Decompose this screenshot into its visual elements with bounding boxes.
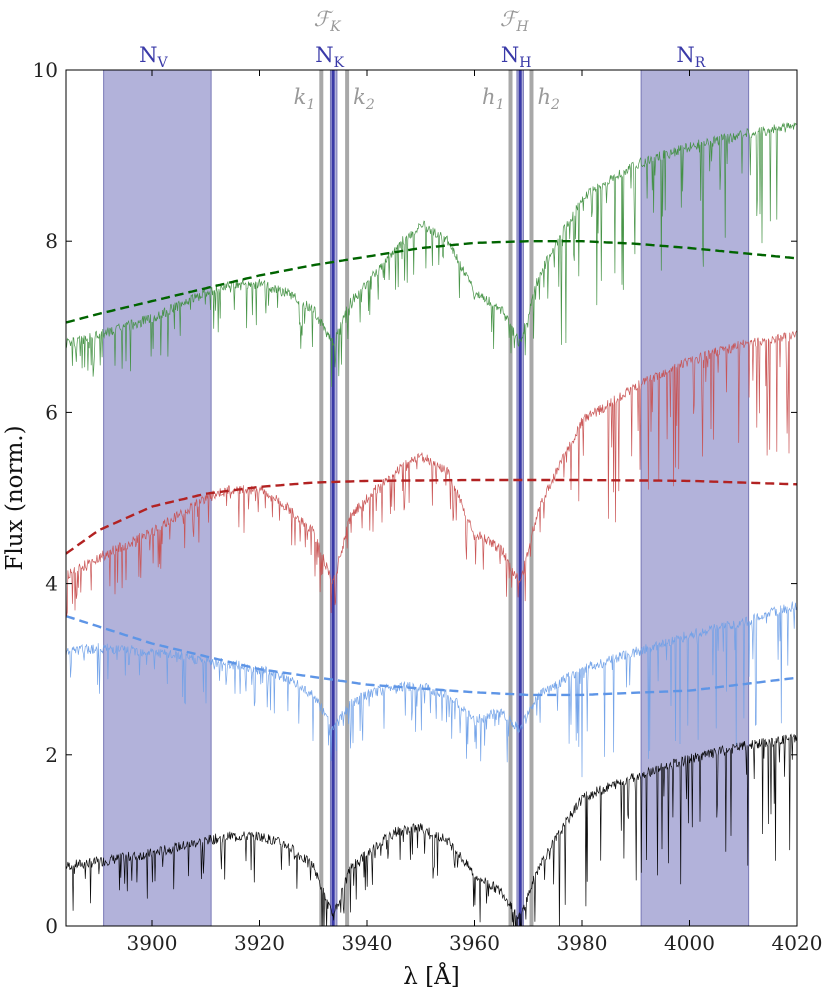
band-label-1-main: N — [315, 43, 333, 67]
filter-label-H: ℱH — [500, 7, 530, 35]
filter-label-K: ℱK — [314, 7, 343, 35]
band-label-0-main: N — [139, 43, 157, 67]
x-tick-label-3920: 3920 — [234, 931, 285, 955]
plot-frame — [65, 69, 798, 927]
ref-label-k2-main: k — [353, 85, 366, 109]
band-label-3-sub: R — [695, 55, 706, 71]
y-axis-title: Flux (norm.) — [2, 425, 28, 570]
band-label-3: NR — [676, 43, 705, 71]
x-tick-label-3960: 3960 — [449, 931, 500, 955]
ref-label-k1: k1 — [294, 85, 316, 113]
band-n-v — [103, 69, 212, 927]
filter-label-H-sub: H — [515, 19, 529, 35]
ref-label-h1-main: h — [482, 85, 496, 109]
band-label-1: NK — [315, 43, 344, 71]
y-tick-label-6: 6 — [45, 400, 58, 424]
filter-label-H-main: ℱ — [500, 7, 520, 31]
x-tick-label-4000: 4000 — [664, 931, 715, 955]
spectrum-series-3 — [66, 330, 797, 617]
continuum-fit-6 — [66, 240, 797, 324]
filter-label-K-sub: K — [329, 19, 342, 35]
ref-label-h1: h1 — [482, 85, 504, 113]
x-tick-label-3980: 3980 — [557, 931, 608, 955]
y-tick-label-8: 8 — [45, 229, 58, 253]
band-label-3-main: N — [676, 43, 694, 67]
band-label-2-main: N — [501, 43, 519, 67]
y-tick-label-10: 10 — [33, 58, 58, 82]
band-label-1-sub: K — [334, 55, 345, 71]
x-tick-label-4020: 4020 — [772, 931, 823, 955]
x-axis-title: λ [Å] — [403, 962, 459, 990]
spectrum-series-0 — [66, 733, 797, 926]
ref-label-k2-sub: 2 — [365, 97, 375, 113]
spectrum-series-1 — [66, 601, 797, 778]
continuum-fit-4 — [66, 478, 797, 555]
series-layer — [66, 122, 797, 926]
spectrum-series-5 — [66, 122, 797, 387]
ref-label-h2-main: h — [537, 85, 551, 109]
y-tick-label-0: 0 — [45, 914, 58, 938]
ref-label-k1-main: k — [294, 85, 307, 109]
band-label-2: NH — [501, 43, 532, 71]
band-label-0-sub: V — [157, 55, 169, 71]
y-tick-label-2: 2 — [45, 743, 58, 767]
shaded-bands — [103, 69, 750, 927]
reference-lines — [319, 70, 534, 926]
ref-label-h1-sub: 1 — [496, 97, 505, 113]
y-tick-label-4: 4 — [45, 572, 58, 596]
axis-ticks: 3900 3920 3940 3960 3980 4000 4020 0 2 4 6 8 10 — [33, 58, 823, 955]
ref-label-k2: k2 — [353, 85, 375, 113]
ref-label-h2-sub: 2 — [550, 97, 560, 113]
ref-label-h2: h2 — [537, 85, 560, 113]
x-tick-label-3900: 3900 — [127, 931, 178, 955]
band-label-2-sub: H — [519, 55, 531, 71]
continuum-fit-2 — [66, 614, 797, 697]
filter-label-K-main: ℱ — [314, 7, 334, 31]
band-label-0: NV — [139, 43, 168, 71]
x-tick-label-3940: 3940 — [342, 931, 393, 955]
ref-label-k1-sub: 1 — [306, 97, 315, 113]
